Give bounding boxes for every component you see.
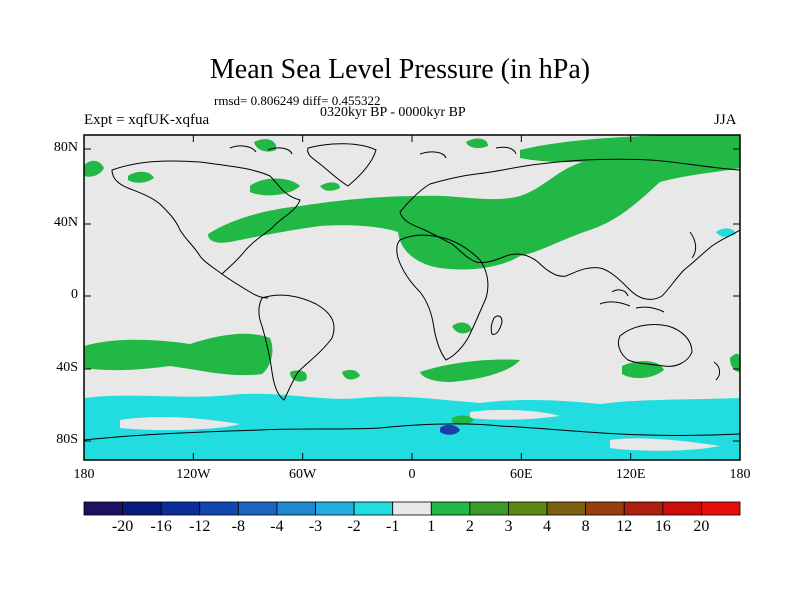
coast-indonesia [599, 289, 665, 313]
coast-africa [396, 234, 489, 361]
coast-madagascar [490, 315, 503, 335]
anomaly-fields [84, 135, 740, 460]
colorbar-label: 16 [654, 518, 671, 535]
lon-tick-label: 0 [408, 467, 416, 482]
colorbar [83, 501, 741, 516]
australia-south-positive-patch [622, 361, 664, 379]
season-label: JJA [714, 112, 737, 128]
lon-tick-label: 60E [510, 467, 533, 482]
colorbar-box [546, 501, 587, 516]
colorbar-box [469, 501, 509, 516]
colorbar-box [585, 501, 625, 516]
colorbar-label: 20 [693, 518, 710, 535]
period-text: 0320kyr BP - 0000kyr BP [320, 105, 466, 120]
lon-tick-label: 120E [615, 467, 646, 482]
colorbar-label: 3 [504, 518, 513, 535]
lon-tick-label: 60W [289, 467, 317, 482]
coastlines [84, 143, 740, 441]
colorbar-label: -20 [111, 518, 134, 535]
africa-south-positive-patch [452, 322, 472, 334]
lat-tick-label: 0 [71, 287, 78, 302]
coast-australia [617, 323, 693, 367]
arctic-positive-patch [520, 135, 740, 163]
colorbar-box [276, 501, 316, 516]
colorbar-box [623, 501, 664, 516]
colorbar-box [508, 501, 548, 516]
stats-text: rmsd= 0.806249 diff= 0.455322 [214, 93, 381, 108]
colorbar-box [315, 501, 355, 516]
antarctic-negative-band [84, 393, 740, 460]
colorbar-label: 1 [427, 518, 436, 535]
colorbar-box [122, 501, 162, 516]
colorbar-label: -12 [189, 518, 211, 535]
colorbar-box [199, 501, 239, 516]
lat-tick-label: 40N [53, 215, 78, 230]
colorbar-box [160, 501, 201, 516]
colorbar-box [701, 501, 741, 516]
arctic-positive-patch [250, 178, 300, 196]
lat-tick-label: 80S [56, 432, 78, 447]
coast-arctic-islands [229, 145, 517, 159]
colorbar-label: 8 [581, 518, 590, 535]
south-pacific-east-positive-patch [730, 353, 740, 372]
lon-tick-label: 120W [176, 467, 211, 482]
arctic-positive-patch [84, 160, 104, 177]
colorbar-label: 2 [465, 518, 474, 535]
chart-title: Mean Sea Level Pressure (in hPa) [209, 54, 591, 85]
lon-tick-label: 180 [73, 467, 95, 482]
coast-antarctica [84, 423, 740, 441]
coast-new-zealand [713, 361, 721, 381]
colorbar-label: 4 [543, 518, 552, 535]
arctic-positive-patch [466, 138, 488, 149]
coast-south-america [258, 294, 335, 401]
north-positive-band [208, 145, 740, 270]
colorbar-box [392, 501, 432, 516]
antarctic-strong-negative [440, 424, 460, 435]
antarctic-positive-patch [452, 415, 474, 425]
south-indian-positive-band [420, 359, 520, 382]
arctic-positive-patch [128, 171, 154, 183]
colorbar-box [353, 501, 394, 516]
south-pacific-positive-band [84, 333, 273, 376]
colorbar-label: -16 [150, 518, 172, 535]
colorbar-box [662, 501, 702, 516]
colorbar-box [430, 501, 471, 516]
lat-tick-label: 40S [56, 360, 78, 375]
lat-tick-label: 80N [53, 140, 78, 155]
antarctic-gap [470, 409, 560, 420]
arctic-positive-patch [320, 182, 340, 191]
tick-marks [83, 135, 741, 460]
colorbar-label: -1 [386, 518, 400, 535]
colorbar-label: -2 [347, 518, 361, 535]
coast-japan [689, 231, 697, 259]
lon-tick-label: 180 [729, 467, 751, 482]
arctic-positive-patch [254, 139, 277, 152]
coast-eurasia [399, 158, 740, 300]
coast-north-america [111, 160, 301, 275]
colorbar-label: 12 [616, 518, 633, 535]
colorbar-box [237, 501, 278, 516]
colorbar-label: -4 [270, 518, 284, 535]
colorbar-label: -3 [308, 518, 323, 535]
colorbar-label: -8 [231, 518, 246, 535]
antarctic-gap [120, 417, 240, 431]
experiment-label: Expt = xqfUK-xqfua [84, 112, 210, 128]
coast-greenland [307, 143, 377, 187]
antarctic-gap [610, 438, 720, 451]
colorbar-box [83, 501, 123, 516]
south-atlantic-positive-patch [342, 369, 360, 380]
